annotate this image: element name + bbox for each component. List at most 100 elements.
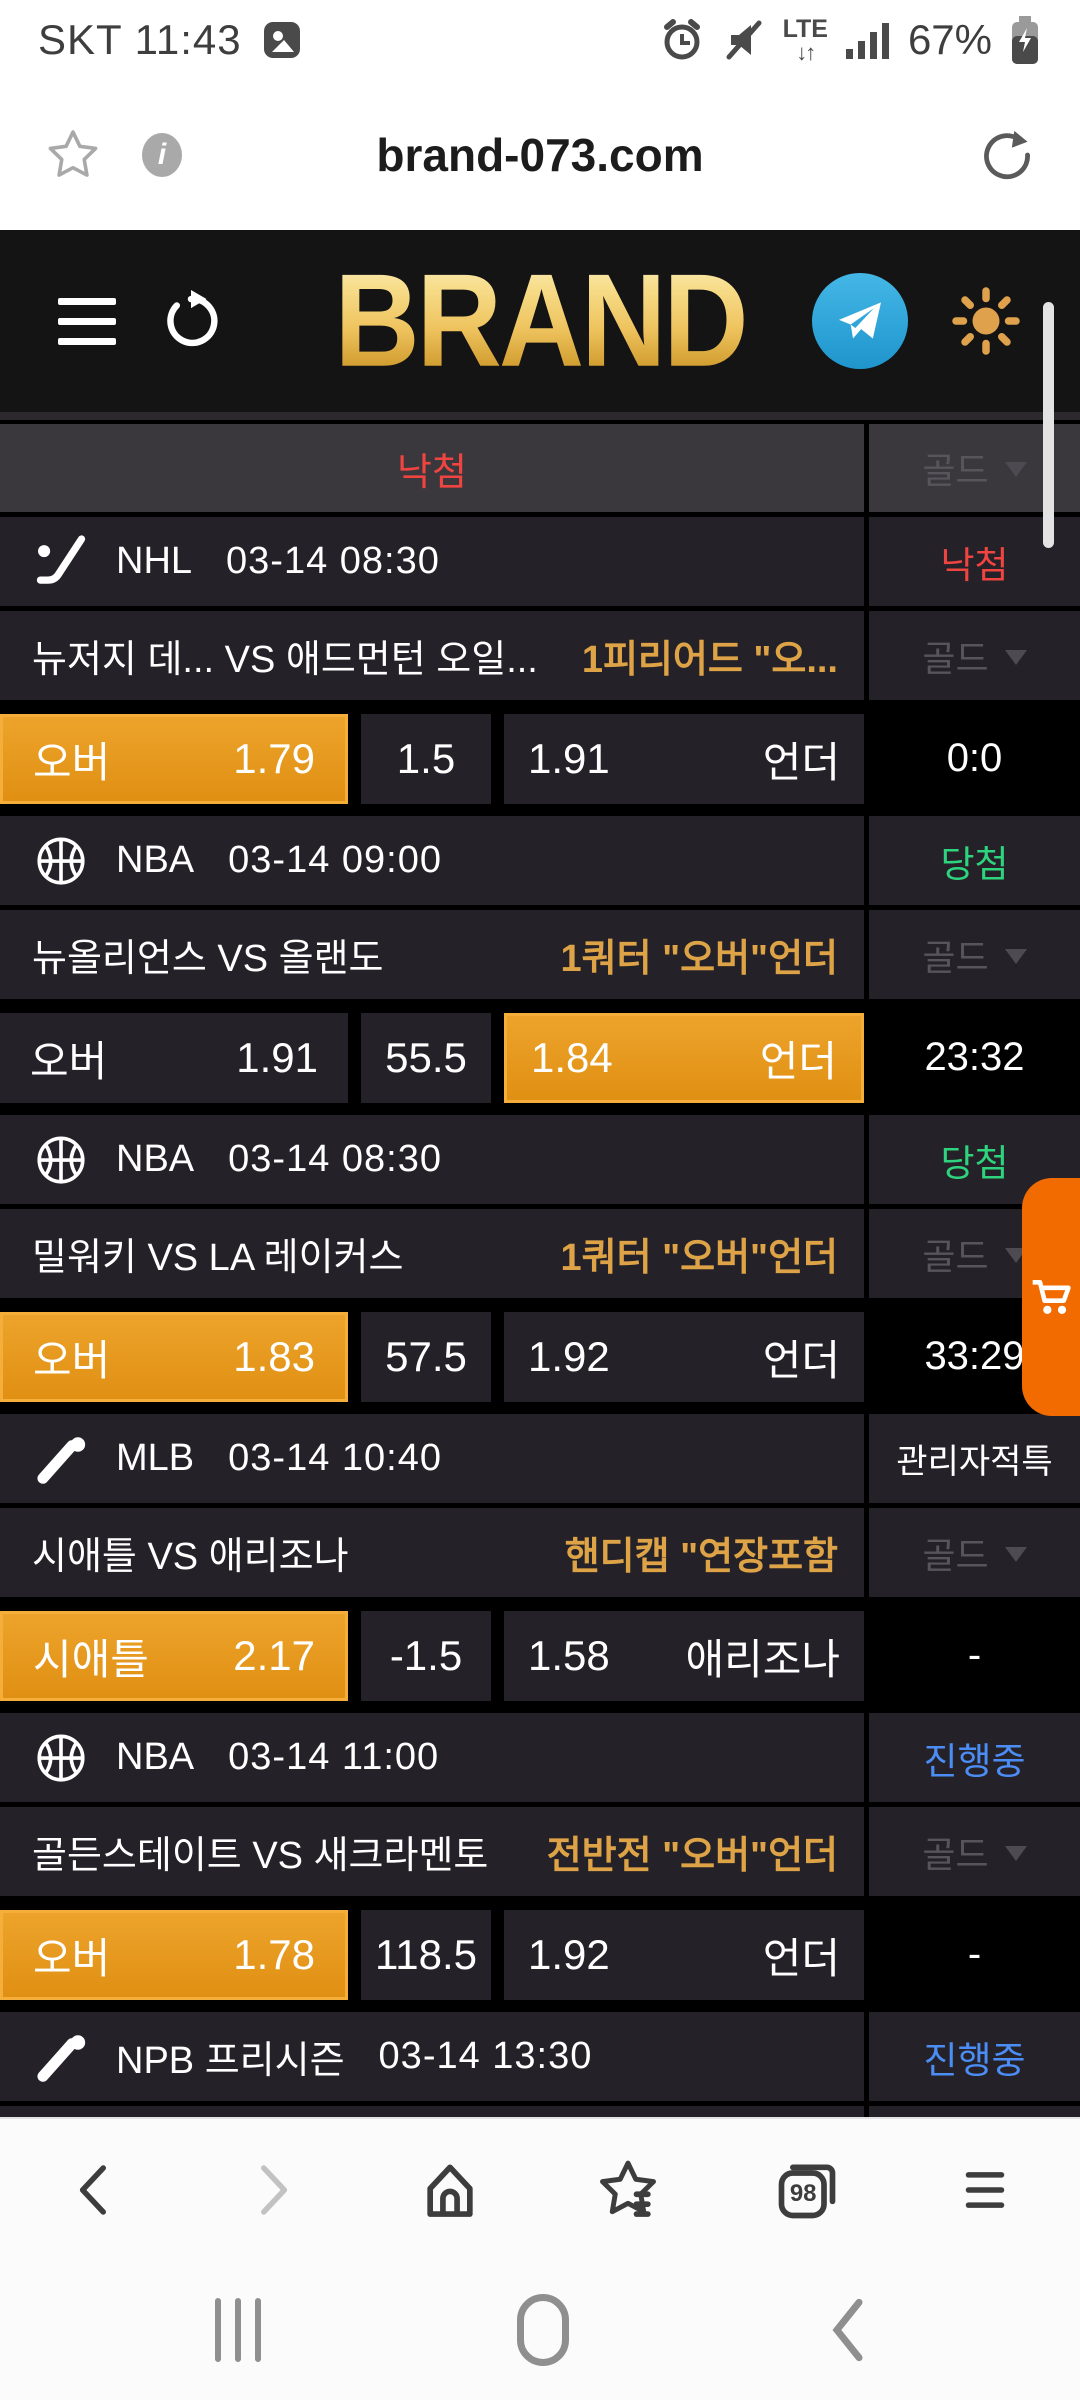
- league-row: NHL 03-14 08:30 낙첨: [0, 517, 1080, 611]
- alarm-icon: [659, 17, 705, 63]
- browser-bookmarks-icon[interactable]: [594, 2156, 662, 2224]
- bet-option-over[interactable]: 오버 1.79: [0, 714, 348, 804]
- league-name: MLB: [116, 1437, 195, 1479]
- baseball-icon: [32, 2028, 90, 2086]
- bet-option-under[interactable]: 1.92 언더: [504, 1312, 864, 1402]
- site-info-icon[interactable]: i: [142, 133, 182, 177]
- brand-logo[interactable]: BRAND: [334, 245, 748, 397]
- status-badge: 관리자적특: [896, 1443, 1053, 1481]
- battery-icon: [1008, 14, 1042, 66]
- league-name: NPB 프리시즌: [116, 2040, 345, 2082]
- bet-option-over[interactable]: 오버 1.83: [0, 1312, 348, 1402]
- match-row[interactable]: 뉴저지 데... VS 애드먼턴 오일... 1피리어드 "오... 골드: [0, 611, 1080, 705]
- gold-sort-dropdown[interactable]: 골드: [864, 1209, 1080, 1298]
- status-badge: 진행중: [923, 1740, 1026, 1782]
- browser-home-icon[interactable]: [416, 2156, 484, 2224]
- browser-forward-icon[interactable]: [239, 2157, 305, 2223]
- match-row[interactable]: 골든스테이트 VS 새크라멘토 전반전 "오버"언더 골드: [0, 1807, 1080, 1901]
- carrier-time-label: SKT 11:43: [38, 16, 242, 63]
- gold-sort-dropdown[interactable]: 골드: [864, 1807, 1080, 1896]
- status-badge: 진행중: [923, 2039, 1026, 2081]
- url-text[interactable]: brand-073.com: [376, 129, 704, 181]
- status-badge: 당첨: [940, 843, 1009, 885]
- mute-icon: [721, 17, 767, 63]
- league-datetime: 03-14 13:30: [378, 2035, 593, 2077]
- bet-option-home[interactable]: 시애틀 2.17: [0, 1611, 348, 1701]
- market-label: 전반전 "오버"언더: [546, 1835, 838, 1877]
- bet-option-under[interactable]: 1.91 언더: [504, 714, 864, 804]
- basketball-icon: [32, 1131, 90, 1189]
- scrolled-row-edge: [0, 412, 1080, 424]
- bet-option-away[interactable]: 1.58 애리조나: [504, 1611, 864, 1701]
- refresh-icon[interactable]: [978, 126, 1036, 184]
- gold-sort-dropdown[interactable]: 골드: [864, 1508, 1080, 1597]
- bet-list: 낙첨 골드 NHL 03-14 08:30 낙첨 뉴저지 데... VS 애드먼…: [0, 412, 1080, 2118]
- match-teams: 골든스테이트 VS 새크라멘토: [32, 1835, 489, 1877]
- hockey-icon: [32, 533, 90, 591]
- notification-image-icon: [260, 18, 304, 62]
- result-header-label: 낙첨: [397, 451, 467, 494]
- recents-button[interactable]: [215, 2298, 261, 2362]
- browser-toolbar: 98: [0, 2117, 1080, 2260]
- league-name: NHL: [116, 540, 193, 582]
- bet-line-value: -1.5: [361, 1611, 491, 1701]
- score-label: 23:32: [924, 1034, 1025, 1079]
- site-reload-icon[interactable]: [160, 290, 222, 352]
- bet-line-value: 118.5: [361, 1910, 491, 2000]
- chevron-down-icon: [1004, 462, 1027, 488]
- bet-line-value: 1.5: [361, 714, 491, 804]
- bookmark-star-icon[interactable]: [44, 126, 102, 184]
- league-datetime: 03-14 08:30: [228, 1138, 442, 1180]
- bet-option-over[interactable]: 오버 1.91: [0, 1013, 348, 1103]
- league-datetime: 03-14 09:00: [228, 839, 442, 881]
- match-teams: 뉴저지 데... VS 애드먼턴 오일...: [32, 639, 538, 681]
- gold-sort-dropdown[interactable]: 골드: [864, 611, 1080, 700]
- site-header: BRAND: [0, 230, 1080, 412]
- gold-sort-dropdown[interactable]: 골드: [864, 910, 1080, 999]
- bet-line-value: 55.5: [361, 1013, 491, 1103]
- match-row[interactable]: 뉴올리언스 VS 올랜도 1쿼터 "오버"언더 골드: [0, 910, 1080, 1004]
- match-teams: 밀워키 VS LA 레이커스: [32, 1237, 404, 1279]
- bet-option-under[interactable]: 1.84 언더: [504, 1013, 864, 1103]
- league-name: NBA: [116, 839, 195, 881]
- chevron-down-icon: [1004, 1845, 1027, 1872]
- partial-next-row: [0, 2106, 1080, 2118]
- browser-url-bar[interactable]: i brand-073.com: [0, 80, 1080, 230]
- back-button[interactable]: [820, 2294, 876, 2366]
- menu-icon[interactable]: [58, 297, 116, 345]
- league-name: NBA: [116, 1138, 195, 1180]
- score-label: -: [967, 1931, 982, 1976]
- home-button[interactable]: [517, 2294, 569, 2366]
- league-row: NBA 03-14 09:00 당첨: [0, 816, 1080, 910]
- bet-row: 오버 1.79 1.5 1.91 언더 0:0: [0, 705, 1080, 816]
- theme-sun-icon[interactable]: [950, 285, 1022, 357]
- match-row[interactable]: 시애틀 VS 애리조나 핸디캡 "연장포함 골드: [0, 1508, 1080, 1602]
- lte-icon: LTE ↓↑: [782, 14, 828, 65]
- android-nav-bar: [0, 2260, 1080, 2400]
- bet-option-over[interactable]: 오버 1.78: [0, 1910, 348, 2000]
- basketball-icon: [32, 832, 90, 890]
- signal-icon: [844, 17, 892, 63]
- match-row[interactable]: 밀워키 VS LA 레이커스 1쿼터 "오버"언더 골드: [0, 1209, 1080, 1303]
- match-teams: 시애틀 VS 애리조나: [32, 1536, 349, 1578]
- page-scrollbar[interactable]: [1043, 302, 1054, 548]
- score-label: -: [967, 1632, 982, 1677]
- league-row: NBA 03-14 11:00 진행중: [0, 1713, 1080, 1807]
- league-row: MLB 03-14 10:40 관리자적특: [0, 1414, 1080, 1508]
- basketball-icon: [32, 1729, 90, 1787]
- browser-tabs-icon[interactable]: 98: [773, 2156, 841, 2224]
- chevron-down-icon: [1004, 1546, 1027, 1573]
- league-datetime: 03-14 10:40: [228, 1437, 442, 1479]
- browser-menu-icon[interactable]: [952, 2157, 1018, 2223]
- bet-row: 오버 1.78 118.5 1.92 언더 -: [0, 1901, 1080, 2012]
- telegram-icon[interactable]: [812, 273, 908, 369]
- status-badge: 당첨: [940, 1142, 1009, 1184]
- gold-sort-dropdown[interactable]: 골드: [864, 424, 1080, 512]
- browser-back-icon[interactable]: [62, 2157, 128, 2223]
- league-row: NBA 03-14 08:30 당첨: [0, 1115, 1080, 1209]
- betslip-cart-button[interactable]: [1022, 1178, 1080, 1416]
- cart-icon: [1029, 1275, 1073, 1319]
- bet-option-under[interactable]: 1.92 언더: [504, 1910, 864, 2000]
- bet-row: 오버 1.91 55.5 1.84 언더 23:32: [0, 1004, 1080, 1115]
